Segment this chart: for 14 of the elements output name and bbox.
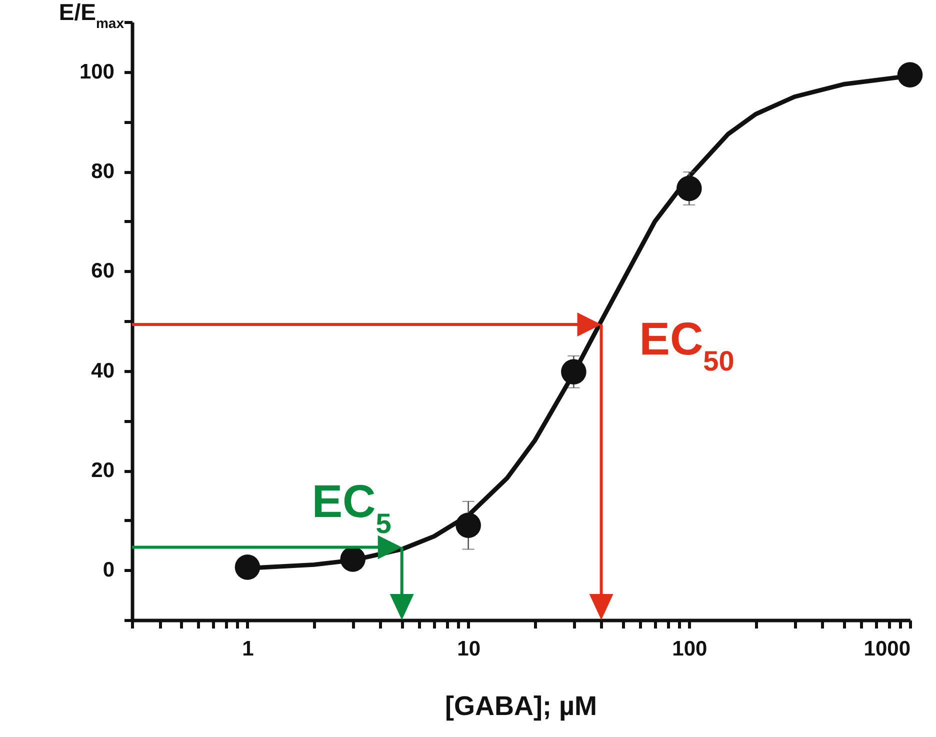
x-axis-title: [GABA]; µM	[444, 691, 598, 721]
y-tick-label: 20	[91, 459, 114, 482]
annotation: EC$_{5}$	[312, 475, 392, 539]
y-tick-label: 100	[79, 60, 114, 84]
y-tick-label: 40	[91, 359, 114, 382]
x-tick-label: 100	[672, 638, 708, 660]
y-tick-label: 0	[102, 558, 114, 582]
x-tick-label: 1000	[864, 638, 910, 660]
y-axis-title: E/E$_{max}$	[58, 0, 124, 31]
x-tick-label: 1	[242, 638, 254, 660]
x-tick-label: 10	[457, 638, 480, 660]
y-tick-label: 60	[91, 260, 114, 283]
annotation: EC$_{50}$	[639, 312, 734, 376]
y-tick-label: 80	[91, 160, 114, 183]
